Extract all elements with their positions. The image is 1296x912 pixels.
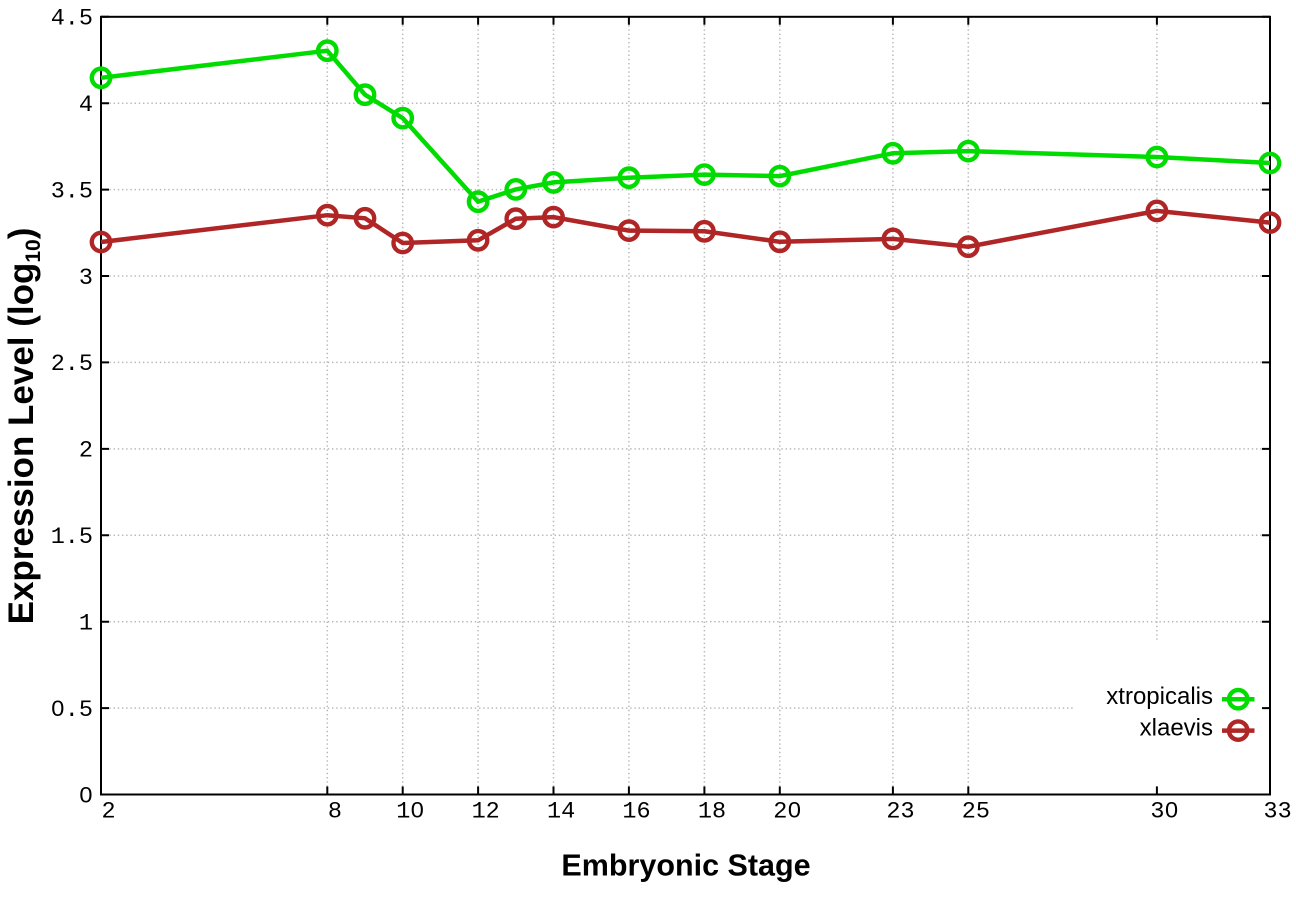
svg-text:Expression Level (log10): Expression Level (log10)	[2, 228, 45, 625]
svg-text:2: 2	[79, 438, 93, 465]
svg-text:30: 30	[1150, 798, 1178, 825]
svg-text:Embryonic Stage: Embryonic Stage	[561, 848, 810, 882]
svg-text:8: 8	[328, 798, 342, 825]
svg-text:14: 14	[547, 798, 575, 825]
svg-text:4.5: 4.5	[51, 6, 93, 33]
svg-text:2.5: 2.5	[51, 351, 93, 378]
svg-text:33: 33	[1263, 798, 1291, 825]
svg-text:1.5: 1.5	[51, 524, 93, 551]
svg-text:16: 16	[622, 798, 650, 825]
svg-text:23: 23	[886, 798, 914, 825]
svg-text:4: 4	[79, 92, 93, 119]
svg-text:3.5: 3.5	[51, 178, 93, 205]
svg-text:xlaevis: xlaevis	[1140, 715, 1213, 742]
svg-text:18: 18	[698, 798, 726, 825]
svg-text:20: 20	[773, 798, 801, 825]
svg-text:12: 12	[472, 798, 500, 825]
svg-text:25: 25	[962, 798, 990, 825]
svg-text:3: 3	[79, 265, 93, 292]
svg-text:xtropicalis: xtropicalis	[1106, 683, 1213, 710]
svg-text:10: 10	[396, 798, 424, 825]
svg-text:2: 2	[102, 798, 116, 825]
svg-text:1: 1	[79, 611, 93, 638]
